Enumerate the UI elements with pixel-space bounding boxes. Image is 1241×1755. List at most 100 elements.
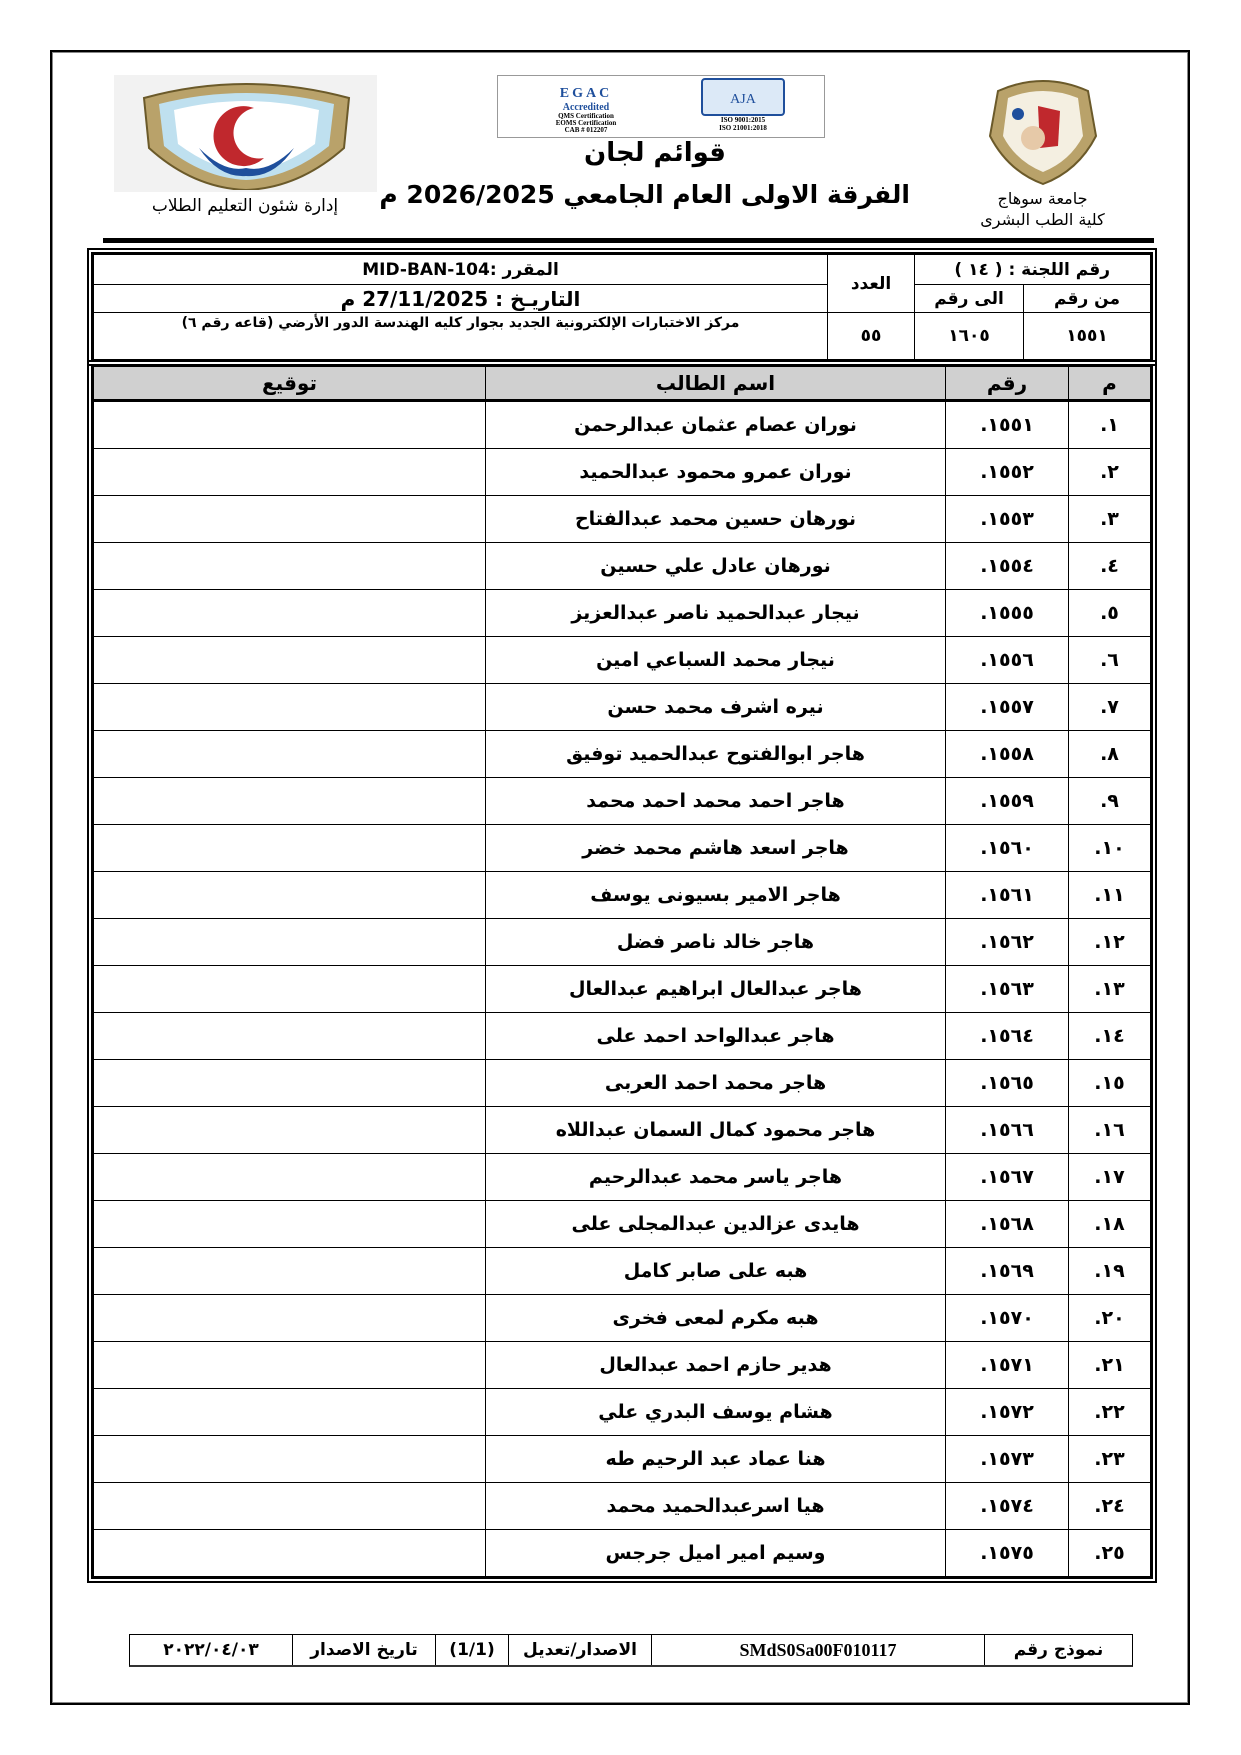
table-row: ٢٤. ١٥٧٤. هيا اسرعبدالحميد محمد (93, 1482, 1151, 1530)
signature-cell[interactable] (93, 1200, 486, 1248)
student-id-cell: ١٥٦٨. (945, 1200, 1069, 1248)
student-id-cell: ١٥٦٢. (945, 918, 1069, 966)
table-row: ٥. ١٥٥٥. نيجار عبدالحميد ناصر عبدالعزيز (93, 589, 1151, 637)
serial-cell: ١٠. (1068, 824, 1151, 872)
signature-cell[interactable] (93, 683, 486, 731)
signature-cell[interactable] (93, 542, 486, 590)
serial-cell: ٢٥. (1068, 1529, 1151, 1577)
signature-cell[interactable] (93, 730, 486, 778)
version-label: الاصدار/تعديل (508, 1635, 652, 1665)
table-row: ٤. ١٥٥٤. نورهان عادل علي حسين (93, 542, 1151, 590)
student-id-cell: ١٥٦١. (945, 871, 1069, 919)
student-name-cell: وسيم امير اميل جرجس (485, 1529, 946, 1577)
serial-cell: ٤. (1068, 542, 1151, 590)
serial-cell: ٨. (1068, 730, 1151, 778)
student-name-cell: هاجر الامير بسيونى يوسف (485, 871, 946, 919)
student-id-cell: ١٥٥٧. (945, 683, 1069, 731)
from-number-value: ١٥٥١ (1023, 312, 1151, 360)
student-id-cell: ١٥٦٥. (945, 1059, 1069, 1107)
exam-date: التاريـخ : 27/11/2025 م (93, 284, 828, 313)
signature-cell[interactable] (93, 1012, 486, 1060)
egac-logo: EGAC Accredited QMS Certification EOMS C… (555, 86, 617, 134)
signature-cell[interactable] (93, 448, 486, 496)
student-name-cell: نورهان عادل علي حسين (485, 542, 946, 590)
table-row: ٨. ١٥٥٨. هاجر ابوالفتوح عبدالحميد توفيق (93, 730, 1151, 778)
student-id-cell: ١٥٥٢. (945, 448, 1069, 496)
count-value: ٥٥ (827, 312, 915, 360)
table-row: ٢٠. ١٥٧٠. هبه مكرم لمعى فخرى (93, 1294, 1151, 1342)
student-name-cell: هايدى عزالدين عبدالمجلى على (485, 1200, 946, 1248)
to-number-value: ١٦٠٥ (914, 312, 1024, 360)
column-header-signature: توقيع (93, 366, 486, 402)
signature-cell[interactable] (93, 1482, 486, 1530)
table-row: ٢٢. ١٥٧٢. هشام يوسف البدري علي (93, 1388, 1151, 1436)
table-row: ١٤. ١٥٦٤. هاجر عبدالواحد احمد على (93, 1012, 1151, 1060)
serial-cell: ٢٢. (1068, 1388, 1151, 1436)
from-number-label: من رقم (1023, 284, 1151, 313)
column-header-serial: م (1068, 366, 1151, 402)
header-divider (103, 238, 1154, 243)
table-row: ٣. ١٥٥٣. نورهان حسين محمد عبدالفتاح (93, 495, 1151, 543)
table-row: ٢. ١٥٥٢. نوران عمرو محمود عبدالحميد (93, 448, 1151, 496)
student-name-cell: هاجر عبدالواحد احمد على (485, 1012, 946, 1060)
column-header-student-name: اسم الطالب (485, 366, 946, 402)
student-name-cell: هيا اسرعبدالحميد محمد (485, 1482, 946, 1530)
signature-cell[interactable] (93, 1294, 486, 1342)
serial-cell: ١٧. (1068, 1153, 1151, 1201)
serial-cell: ٧. (1068, 683, 1151, 731)
serial-cell: ١٥. (1068, 1059, 1151, 1107)
exam-location: مركز الاختبارات الإلكترونية الجديد بجوار… (93, 312, 828, 360)
student-name-cell: نيجار عبدالحميد ناصر عبدالعزيز (485, 589, 946, 637)
signature-cell[interactable] (93, 1106, 486, 1154)
form-number-value: SMdS0Sa00F010117 (651, 1635, 985, 1665)
student-id-cell: ١٥٦٣. (945, 965, 1069, 1013)
signature-cell[interactable] (93, 918, 486, 966)
student-name-cell: نوران عمرو محمود عبدالحميد (485, 448, 946, 496)
issue-date-label: تاريخ الاصدار (292, 1635, 436, 1665)
signature-cell[interactable] (93, 589, 486, 637)
student-id-cell: ١٥٥٨. (945, 730, 1069, 778)
faculty-logo-box (114, 75, 377, 192)
signature-cell[interactable] (93, 824, 486, 872)
serial-cell: ٢١. (1068, 1341, 1151, 1389)
student-id-cell: ١٥٦٧. (945, 1153, 1069, 1201)
signature-cell[interactable] (93, 965, 486, 1013)
student-name-cell: هشام يوسف البدري علي (485, 1388, 946, 1436)
table-row: ٩. ١٥٥٩. هاجر احمد محمد احمد محمد (93, 777, 1151, 825)
serial-cell: ٩. (1068, 777, 1151, 825)
signature-cell[interactable] (93, 495, 486, 543)
signature-cell[interactable] (93, 1388, 486, 1436)
student-id-cell: ١٥٧٥. (945, 1529, 1069, 1577)
student-name-cell: نورهان حسين محمد عبدالفتاح (485, 495, 946, 543)
student-name-cell: هاجر ابوالفتوح عبدالحميد توفيق (485, 730, 946, 778)
signature-cell[interactable] (93, 1341, 486, 1389)
student-name-cell: نيره اشرف محمد حسن (485, 683, 946, 731)
student-name-cell: هاجر اسعد هاشم محمد خضر (485, 824, 946, 872)
signature-cell[interactable] (93, 636, 486, 684)
signature-cell[interactable] (93, 1435, 486, 1483)
student-name-cell: نيجار محمد السباعي امين (485, 636, 946, 684)
table-row: ١٥. ١٥٦٥. هاجر محمد احمد العربى (93, 1059, 1151, 1107)
course-code: المقرر :MID-BAN-104 (93, 254, 828, 285)
student-name-cell: هبه على صابر كامل (485, 1247, 946, 1295)
signature-cell[interactable] (93, 1529, 486, 1577)
signature-cell[interactable] (93, 1153, 486, 1201)
version-value: (1/1) (435, 1635, 509, 1665)
student-id-cell: ١٥٦٤. (945, 1012, 1069, 1060)
aja-logo: AJA ISO 9001:2015 ISO 21001:2018 (688, 78, 798, 132)
column-header-id: رقم (945, 366, 1069, 402)
table-row: ١٣. ١٥٦٣. هاجر عبدالعال ابراهيم عبدالعال (93, 965, 1151, 1013)
committee-number: رقم اللجنة : ( ١٤ ) (914, 254, 1151, 285)
student-id-cell: ١٥٧٣. (945, 1435, 1069, 1483)
signature-cell[interactable] (93, 871, 486, 919)
signature-cell[interactable] (93, 1247, 486, 1295)
university-name: جامعة سوهاج (997, 189, 1088, 208)
table-row: ١٩. ١٥٦٩. هبه على صابر كامل (93, 1247, 1151, 1295)
student-name-cell: هاجر محمد احمد العربى (485, 1059, 946, 1107)
student-name-cell: هاجر خالد ناصر فضل (485, 918, 946, 966)
signature-cell[interactable] (93, 400, 486, 449)
table-row: ١٠. ١٥٦٠. هاجر اسعد هاشم محمد خضر (93, 824, 1151, 872)
student-id-cell: ١٥٥١. (945, 400, 1069, 449)
signature-cell[interactable] (93, 1059, 486, 1107)
signature-cell[interactable] (93, 777, 486, 825)
